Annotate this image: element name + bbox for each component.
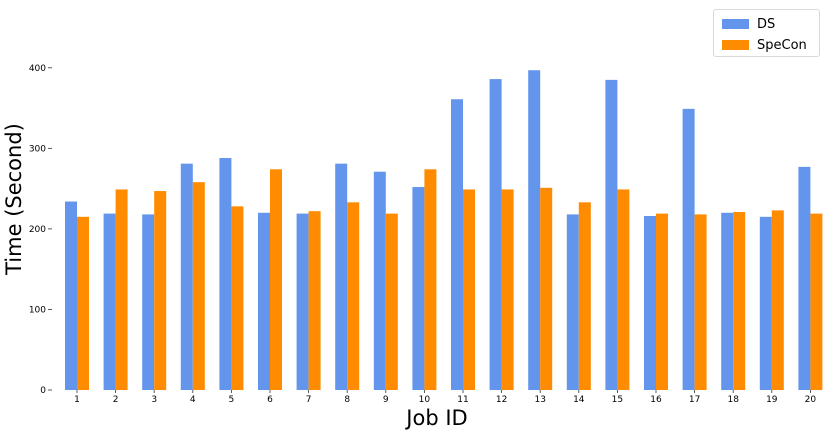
x-tick-label-19: 19 (766, 395, 778, 405)
bar-ds-12 (489, 79, 502, 391)
y-tick-label-100: 100 (29, 305, 46, 315)
x-tick-label-4: 4 (190, 395, 196, 405)
bar-specon-7 (308, 211, 321, 390)
legend-item-specon: SpeCon (722, 36, 807, 54)
bar-specon-4 (192, 182, 205, 390)
x-tick-label-17: 17 (689, 395, 700, 405)
y-tick-label-300: 300 (29, 144, 46, 154)
legend-swatch-specon (722, 40, 749, 50)
bar-specon-15 (617, 189, 630, 390)
x-tick-label-10: 10 (419, 395, 431, 405)
x-axis-title: Job ID (404, 406, 467, 430)
x-tick-label-5: 5 (229, 395, 235, 405)
bar-specon-16 (656, 213, 668, 390)
bar-ds-15 (605, 79, 618, 390)
bar-ds-19 (759, 216, 772, 390)
y-tick-label-0: 0 (40, 386, 46, 396)
bar-specon-11 (463, 189, 475, 390)
legend-swatch-ds (722, 19, 749, 29)
x-tick-label-6: 6 (267, 395, 273, 405)
y-tick-label-400: 400 (29, 64, 46, 74)
bar-specon-13 (540, 187, 553, 390)
bar-ds-3 (142, 214, 155, 390)
bar-ds-2 (103, 213, 116, 390)
bar-specon-1 (77, 216, 89, 390)
bar-specon-19 (771, 210, 784, 390)
bar-specon-14 (578, 202, 591, 390)
bar-ds-18 (721, 212, 734, 390)
legend-item-ds: DS (722, 15, 775, 33)
bar-ds-8 (335, 163, 348, 390)
bar-ds-16 (644, 216, 656, 390)
bar-ds-10 (412, 187, 425, 390)
x-tick-label-8: 8 (344, 395, 350, 405)
x-tick-label-14: 14 (573, 395, 585, 405)
y-axis: 0 100 200 300 400 (29, 64, 52, 396)
x-tick-label-20: 20 (805, 395, 817, 405)
x-tick-label-9: 9 (383, 395, 389, 405)
x-tick-label-16: 16 (650, 395, 662, 405)
x-tick-label-11: 11 (457, 395, 468, 405)
x-tick-label-18: 18 (727, 395, 739, 405)
x-tick-label-13: 13 (534, 395, 545, 405)
y-axis-title: Time (Second) (2, 123, 26, 276)
bar-specon-2 (115, 189, 128, 390)
bar-specon-17 (694, 214, 707, 390)
bar-ds-11 (451, 99, 463, 390)
bar-specon-9 (385, 213, 398, 390)
bar-specon-8 (347, 202, 360, 390)
bar-specon-3 (154, 191, 167, 390)
bar-specon-12 (501, 189, 514, 390)
legend: DS SpeCon (713, 9, 820, 57)
x-tick-label-15: 15 (612, 395, 623, 405)
x-tick-label-2: 2 (113, 395, 119, 405)
bar-ds-14 (566, 214, 579, 390)
y-tick-label-200: 200 (29, 225, 46, 235)
bar-ds-9 (373, 171, 386, 390)
x-tick-label-7: 7 (306, 395, 312, 405)
bar-ds-7 (296, 213, 309, 390)
bar-ds-5 (219, 158, 232, 390)
legend-label-specon: SpeCon (757, 37, 807, 53)
x-tick-label-1: 1 (74, 395, 80, 405)
bars-layer (65, 70, 823, 391)
bar-specon-18 (733, 211, 746, 390)
bar-ds-1 (65, 201, 77, 390)
legend-label-ds: DS (757, 16, 776, 32)
x-axis: 1 2 3 4 5 6 7 8 9 10 11 12 13 14 15 16 17 18 19 20 (74, 390, 816, 405)
bar-specon-10 (424, 169, 437, 390)
x-tick-label-3: 3 (151, 395, 157, 405)
bar-ds-17 (682, 108, 695, 391)
bar-ds-4 (180, 163, 193, 390)
bar-ds-20 (798, 166, 811, 390)
bar-ds-13 (528, 70, 541, 391)
x-tick-label-12: 12 (496, 395, 507, 405)
bar-specon-5 (231, 206, 244, 390)
bar-ds-6 (258, 212, 270, 390)
bar-specon-20 (810, 213, 823, 390)
bar-specon-6 (270, 169, 282, 390)
